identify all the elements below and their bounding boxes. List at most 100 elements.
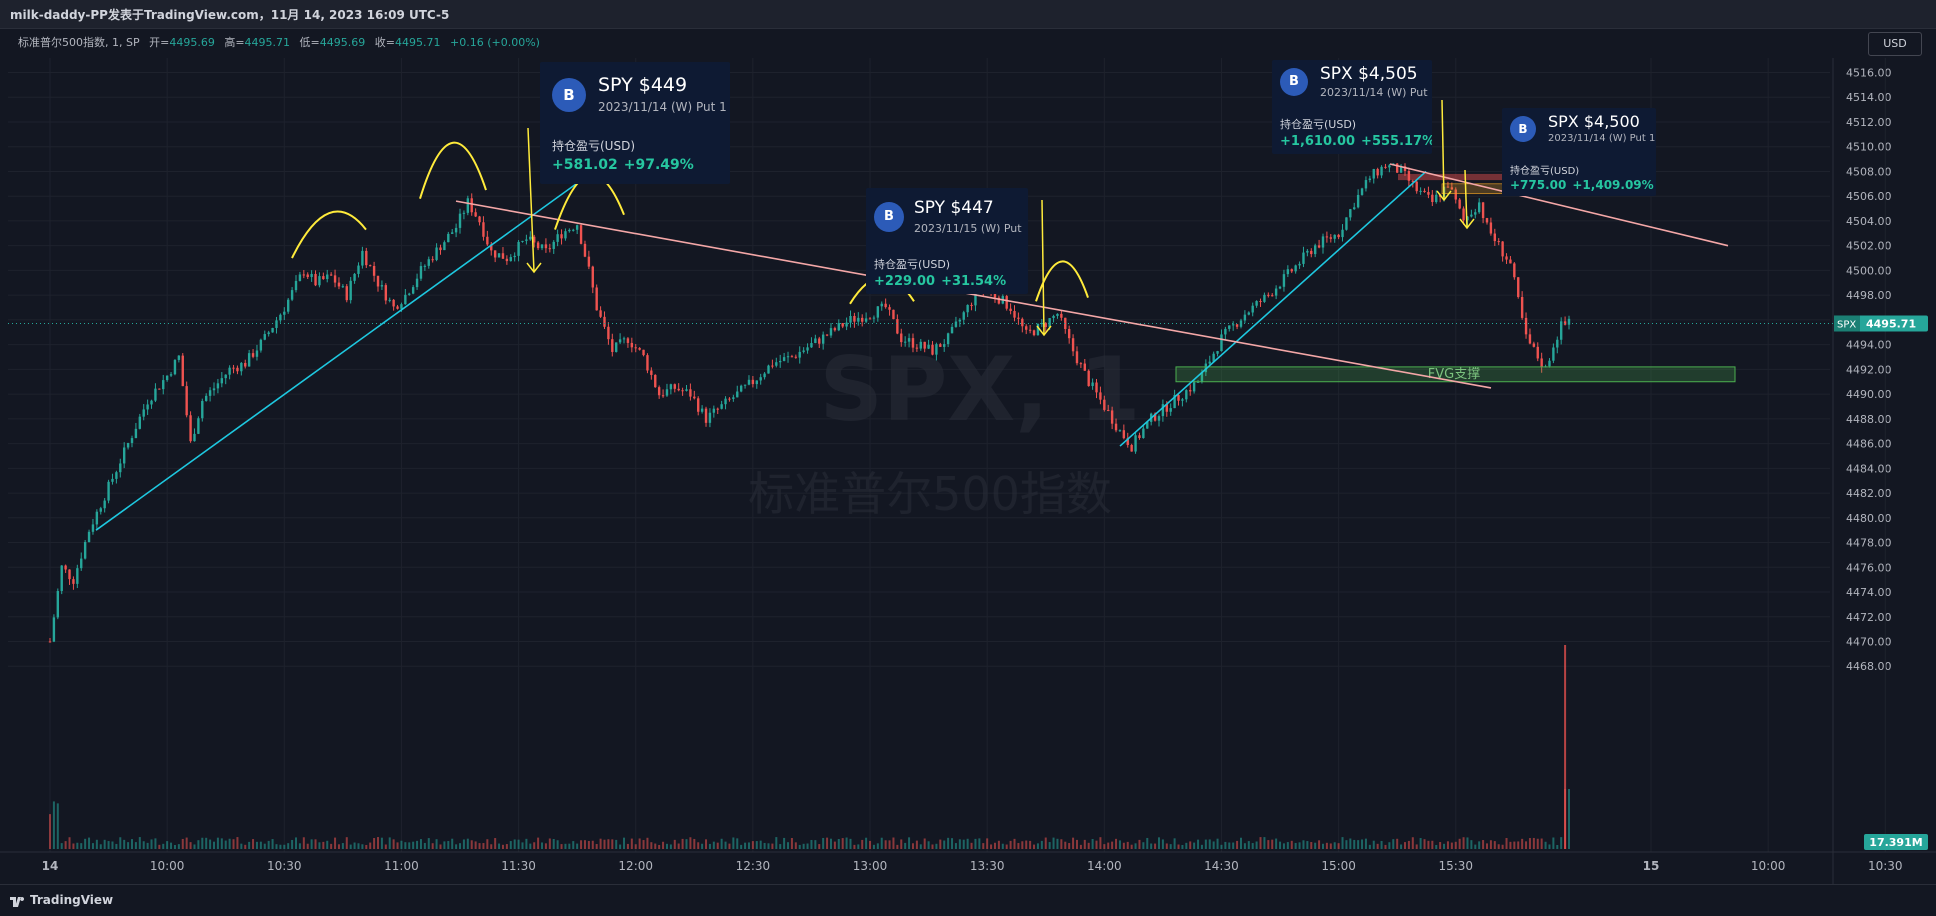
candle-body — [52, 617, 56, 642]
volume-bar — [1345, 840, 1348, 849]
candle-body — [1142, 428, 1145, 439]
candle-body — [1395, 163, 1399, 173]
candle-body — [673, 384, 676, 389]
candle-body — [1403, 166, 1407, 171]
volume-bar — [60, 843, 63, 849]
candle-body — [739, 385, 743, 392]
candle-body — [451, 232, 454, 234]
candle-body — [759, 377, 762, 381]
volume-bar — [615, 839, 618, 849]
volume-bar — [603, 839, 606, 849]
volume-bar — [322, 841, 325, 849]
card-pnl-amount: +581.02 — [552, 157, 618, 173]
volume-bar — [99, 844, 102, 849]
volume-bar — [1560, 837, 1563, 849]
volume-bar — [951, 838, 954, 849]
volume-bar — [482, 843, 485, 849]
volume-bar — [1509, 841, 1512, 849]
legend-symbol[interactable]: 标准普尔500指数, 1, SP — [18, 36, 140, 49]
volume-bar — [1290, 840, 1293, 849]
volume-bar — [810, 839, 813, 849]
candle-body — [177, 355, 181, 360]
volume-badge: 17.391M — [1869, 836, 1922, 849]
candle-body — [782, 357, 786, 361]
candle-body — [1556, 339, 1559, 348]
candle-body — [189, 415, 192, 442]
candle-body — [732, 397, 735, 399]
volume-bar — [56, 803, 59, 849]
volume-bar — [1388, 842, 1391, 849]
volume-bar — [990, 844, 993, 849]
candle-body — [1259, 301, 1262, 303]
candle-body — [802, 350, 805, 352]
candle-body — [107, 481, 110, 501]
candle-body — [310, 273, 313, 278]
candle-body — [861, 317, 864, 322]
candle-body — [1126, 438, 1129, 445]
candle-body — [900, 333, 903, 343]
candle-body — [1520, 297, 1524, 318]
candle-body — [634, 347, 637, 349]
candle-body — [474, 212, 477, 217]
volume-bar — [236, 837, 239, 849]
volume-bar — [888, 840, 891, 849]
volume-bar — [1107, 842, 1110, 849]
volume-bar — [1025, 840, 1028, 849]
candle-body — [1466, 216, 1469, 221]
volume-bar — [1060, 839, 1063, 849]
volume-bar — [583, 840, 586, 849]
volume-bar — [642, 840, 645, 849]
tradingview-logo[interactable]: TradingView — [10, 893, 113, 907]
candle-body — [83, 542, 87, 559]
candle-body — [204, 395, 208, 401]
candle-body — [341, 286, 345, 288]
volume-bar — [1314, 842, 1317, 849]
candle-body — [232, 367, 235, 369]
volume-bar — [1033, 844, 1036, 849]
candle-body — [1181, 399, 1184, 401]
candle-body — [80, 558, 83, 569]
annotation-arrowhead — [1036, 325, 1052, 337]
volume-bar — [1091, 839, 1094, 849]
candle-body — [1122, 430, 1126, 439]
currency-selector[interactable]: USD — [1868, 32, 1922, 56]
volume-bar — [1423, 839, 1426, 849]
volume-bar — [279, 844, 282, 849]
y-tick-label: 4486.00 — [1846, 438, 1892, 451]
volume-bar — [244, 844, 247, 849]
candle-body — [470, 198, 473, 213]
volume-bar — [419, 839, 422, 849]
card-pnl-label: 持仓盈亏(USD) — [1280, 118, 1357, 131]
volume-bar — [564, 843, 567, 849]
candle-body — [1485, 218, 1489, 223]
candle-body — [935, 344, 938, 355]
volume-bar — [665, 843, 668, 849]
candle-body — [767, 365, 770, 374]
volume-bar — [400, 840, 403, 849]
volume-bar — [869, 840, 872, 849]
candle-body — [126, 442, 130, 448]
candle-body — [162, 380, 165, 390]
candle-body — [68, 569, 71, 580]
volume-bar — [306, 843, 309, 849]
candle-body — [1415, 181, 1418, 192]
volume-bar — [275, 844, 278, 849]
candle-body — [665, 389, 669, 396]
volume-bar — [1189, 841, 1192, 849]
volume-bar — [80, 843, 83, 849]
volume-bar — [162, 843, 165, 849]
candle-body — [314, 273, 317, 286]
candle-body — [950, 326, 954, 334]
candle-body — [1536, 346, 1539, 359]
volume-bar — [708, 843, 711, 849]
candle-body — [1095, 382, 1098, 393]
price-chart[interactable]: 4516.00 4514.00 4512.00 4510.00 4508.00 4506.… — [0, 28, 1936, 884]
y-tick-label: 4502.00 — [1846, 240, 1892, 253]
volume-bar — [1212, 841, 1215, 849]
volume-bar — [232, 839, 235, 849]
volume-bar — [1497, 844, 1500, 849]
candle-body — [400, 304, 403, 309]
volume-bar — [662, 841, 665, 849]
candle-body — [880, 303, 883, 307]
y-tick-label: 4512.00 — [1846, 116, 1892, 129]
